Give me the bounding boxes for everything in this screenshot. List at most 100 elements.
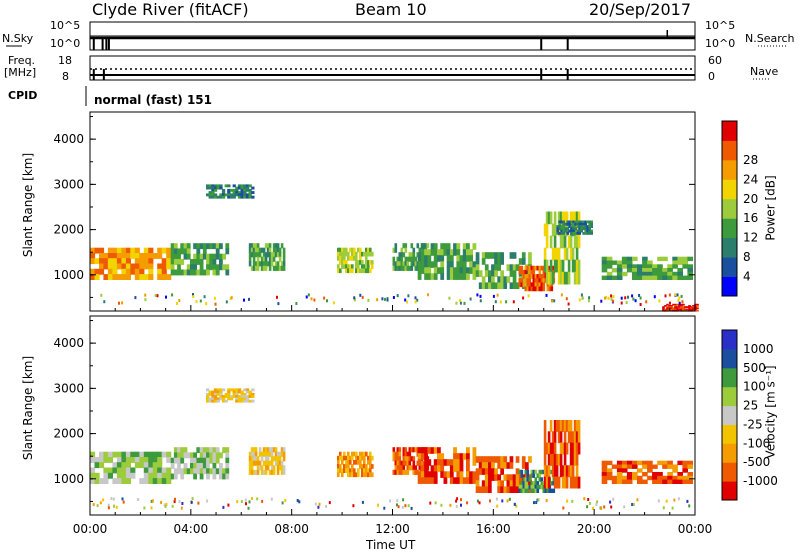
velocity-cell xyxy=(351,455,354,461)
power-cell xyxy=(677,260,683,265)
power-cell xyxy=(199,264,204,271)
velocity-colorbar-segment xyxy=(722,386,737,407)
power-cell xyxy=(248,184,252,188)
velocity-cell xyxy=(559,465,563,478)
power-cell xyxy=(532,278,536,283)
velocity-cell xyxy=(687,464,693,469)
velocity-cell xyxy=(345,468,348,473)
power-cell xyxy=(488,282,492,289)
velocity-cell xyxy=(563,442,567,455)
power-cell xyxy=(280,265,284,271)
velocity-cell xyxy=(170,457,175,464)
velocity-cell xyxy=(437,453,441,460)
velocity-cell xyxy=(427,471,432,478)
power-cell xyxy=(116,258,122,265)
velocity-cell xyxy=(148,467,154,474)
velocity-cell xyxy=(532,488,536,493)
velocity-cell xyxy=(534,469,538,475)
power-clutter-cell xyxy=(100,293,103,297)
velocity-cell xyxy=(349,472,352,478)
velocity-cell xyxy=(280,451,284,457)
power-cell xyxy=(559,259,563,273)
power-cell xyxy=(251,195,255,199)
nave-top-tick: 60 xyxy=(708,54,722,67)
velocity-cell xyxy=(369,460,372,465)
velocity-cell xyxy=(466,471,470,478)
power-cell xyxy=(553,235,557,249)
velocity-cell xyxy=(219,463,223,469)
power-cell xyxy=(186,269,191,276)
power-cell xyxy=(469,255,473,262)
power-cell xyxy=(570,220,573,224)
power-cell xyxy=(672,271,678,277)
power-cell xyxy=(219,186,223,190)
power-cell xyxy=(565,211,569,225)
power-cell xyxy=(427,273,432,280)
velocity-cell xyxy=(402,460,406,466)
power-cell xyxy=(252,247,256,253)
power-cell xyxy=(112,247,118,254)
velocity-cell xyxy=(276,460,280,466)
velocity-cell xyxy=(657,460,663,466)
velocity-cell xyxy=(453,465,457,472)
velocity-cell xyxy=(258,447,262,453)
velocity-cell xyxy=(410,465,414,471)
velocity-cell xyxy=(575,431,579,444)
velocity-cell xyxy=(481,468,486,475)
velocity-cell xyxy=(430,477,435,484)
power-cell xyxy=(99,258,105,265)
velocity-clutter-cell xyxy=(396,499,399,503)
power-clutter-cell xyxy=(427,293,429,297)
velocity-cell xyxy=(264,451,268,457)
power-cell xyxy=(240,195,244,199)
power-cell xyxy=(672,264,678,269)
power-cell xyxy=(361,264,364,269)
power-cell xyxy=(351,256,354,261)
power-cell xyxy=(652,271,658,277)
velocity-cell xyxy=(575,453,579,466)
velocity-cell xyxy=(243,388,247,392)
power-cell xyxy=(251,186,255,190)
power-cell xyxy=(418,252,422,258)
power-cell xyxy=(566,227,569,231)
velocity-cell xyxy=(143,472,149,479)
freq-bottom-tick: 8 xyxy=(62,70,69,83)
velocity-cell xyxy=(466,465,470,472)
power-cell xyxy=(103,258,109,265)
power-cell xyxy=(522,274,526,279)
power-cell xyxy=(219,264,223,271)
power-cell xyxy=(254,265,258,271)
velocity-cell xyxy=(433,459,438,466)
power-clutter-cell xyxy=(588,296,591,300)
velocity-colorbar-tick-label: -1000 xyxy=(743,474,778,488)
velocity-clutter-cell xyxy=(121,497,124,501)
velocity-cell xyxy=(418,465,422,471)
velocity-colorbar-segment xyxy=(722,348,737,369)
power-cell xyxy=(282,252,286,258)
velocity-cell xyxy=(237,388,242,392)
power-clutter-cell xyxy=(459,301,462,305)
velocity-cell xyxy=(557,476,561,489)
power-cell xyxy=(186,248,191,255)
power-colorbar-segment xyxy=(722,257,737,277)
power-band-5 xyxy=(417,243,477,280)
power-cell xyxy=(621,264,628,269)
power-cell xyxy=(229,188,234,192)
power-clutter-cell xyxy=(607,296,610,300)
velocity-cell xyxy=(652,472,658,477)
power-clutter-cell xyxy=(678,301,681,305)
velocity-cell xyxy=(125,478,131,484)
power-cell xyxy=(245,186,250,190)
power-cell xyxy=(632,275,638,280)
velocity-clutter-cell xyxy=(107,503,110,507)
velocity-cell xyxy=(341,472,344,478)
power-cell xyxy=(549,211,553,225)
velocity-cell xyxy=(506,462,511,469)
power-cell xyxy=(680,303,683,306)
velocity-cell xyxy=(472,453,477,460)
velocity-cell xyxy=(219,452,223,459)
velocity-cell xyxy=(412,460,416,466)
velocity-cell xyxy=(449,459,454,466)
power-cell xyxy=(400,252,404,258)
power-cell xyxy=(446,243,451,250)
